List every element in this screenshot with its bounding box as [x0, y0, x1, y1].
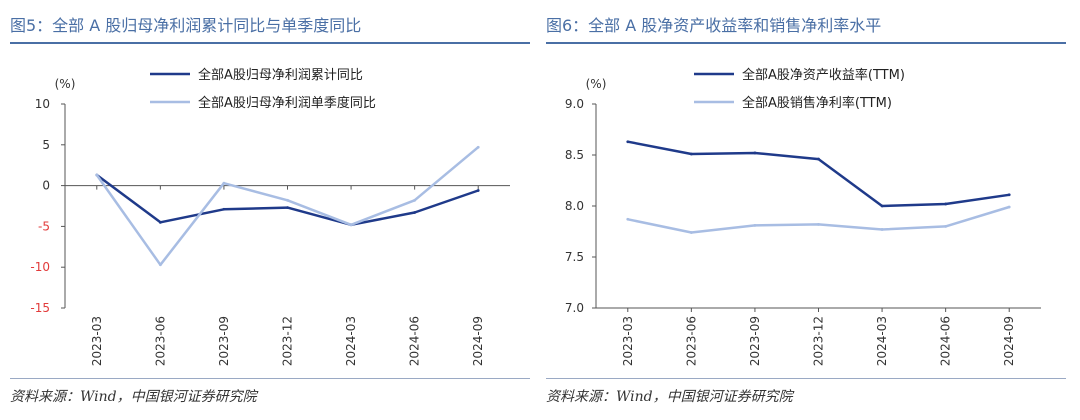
- right-series-2-point: [689, 231, 693, 234]
- left-series-1-point: [158, 220, 162, 224]
- left-y-tick-label: -15: [30, 301, 50, 315]
- left-series-2-point: [286, 198, 289, 202]
- right-x-tick-label: 2023-09: [748, 316, 762, 366]
- chart-title-right: 图6：全部 A 股净资产收益率和销售净利率水平: [546, 16, 882, 35]
- right-series-2-point: [880, 228, 884, 231]
- left-y-tick-label: 10: [35, 97, 50, 111]
- left-x-tick-label: 2024-03: [344, 316, 358, 366]
- left-y-tick-label: 5: [42, 138, 50, 152]
- right-x-tick-label: 2024-09: [1002, 316, 1016, 366]
- right-series-1-point: [626, 140, 630, 144]
- left-series-2-point: [222, 181, 226, 185]
- left-x-tick-label: 2024-06: [408, 316, 422, 366]
- right-y-tick-label: 9.0: [565, 97, 584, 111]
- right-series-2-point: [626, 217, 630, 221]
- left-y-tick-label: -5: [38, 219, 50, 233]
- right-x-tick-label: 2023-12: [812, 316, 826, 366]
- source-note-left: 资料来源：Wind，中国银河证券研究院: [10, 389, 257, 405]
- left-series-2-point: [349, 223, 353, 227]
- bottom-divider-right: [546, 378, 1066, 379]
- right-x-tick-label: 2024-03: [875, 316, 889, 366]
- left-y-tick-label: 0: [42, 179, 50, 193]
- chart-right: (%) 7.0 7.5 8.0 8.5 9.0 2023-03 2023-06 2023-09 2…: [565, 67, 1041, 366]
- left-unit-label: (%): [55, 77, 76, 91]
- left-series-1-point: [413, 211, 417, 214]
- right-series-2-point: [753, 223, 757, 227]
- right-series-1-point: [753, 151, 757, 155]
- bottom-divider-left: [10, 378, 530, 379]
- title-divider-left: [10, 42, 530, 44]
- right-series-1-point: [1007, 193, 1011, 197]
- right-x-tick-label: 2023-03: [621, 316, 635, 366]
- right-y-tick-label: 7.0: [565, 301, 584, 315]
- left-x-tick-label: 2023-12: [281, 316, 295, 366]
- left-y-tick-label: -10: [30, 260, 50, 274]
- right-x-tick-label: 2024-06: [939, 316, 953, 366]
- left-series-2-point: [158, 263, 162, 267]
- right-series-line-1: [627, 140, 1010, 208]
- chart-panel-right: 图6：全部 A 股净资产收益率和销售净利率水平 (%) 7.0 7.5 8.0 8.5 9…: [546, 0, 1066, 420]
- left-series-2-point: [95, 173, 99, 177]
- right-y-tick-label: 8.0: [565, 199, 584, 213]
- right-series-2-point: [1007, 205, 1011, 209]
- left-legend-label-2: 全部A股归母净利润单季度同比: [198, 95, 376, 111]
- left-series-2-point: [476, 145, 480, 149]
- right-series-line-2: [627, 205, 1010, 234]
- left-series-line-2: [95, 146, 480, 267]
- right-y-tick-label: 7.5: [565, 250, 584, 264]
- chart-panel-left: 图5：全部 A 股归母净利润累计同比与单季度同比 (%) -15 -10 -5 0 5 10…: [10, 0, 530, 420]
- right-series-2-point: [817, 222, 820, 226]
- left-series-2-point: [413, 198, 417, 202]
- right-series-1-point: [817, 157, 820, 161]
- left-series-1-point: [476, 189, 480, 192]
- source-note-right: 资料来源：Wind，中国银河证券研究院: [546, 389, 793, 405]
- left-legend-label-1: 全部A股归母净利润累计同比: [198, 67, 363, 83]
- left-x-tick-label: 2023-06: [153, 316, 167, 366]
- left-x-tick-label: 2024-09: [471, 316, 485, 366]
- left-series-1-point: [222, 207, 226, 211]
- right-legend-label-2: 全部A股销售净利率(TTM): [742, 95, 892, 111]
- left-x-tick-label: 2023-09: [217, 316, 231, 366]
- chart-title-left: 图5：全部 A 股归母净利润累计同比与单季度同比: [10, 16, 362, 35]
- right-series-1-point: [880, 204, 884, 208]
- left-series-1-point: [286, 206, 289, 210]
- left-x-tick-label: 2023-03: [90, 316, 104, 366]
- right-series-1-point: [944, 202, 948, 206]
- right-y-tick-label: 8.5: [565, 148, 584, 162]
- right-unit-label: (%): [586, 77, 607, 91]
- right-series-2-point: [944, 225, 948, 228]
- right-series-1-point: [689, 152, 693, 156]
- title-divider-right: [546, 42, 1066, 44]
- chart-left: (%) -15 -10 -5 0 5 10 2023-03 2023-06 2023-09 2023…: [30, 67, 510, 366]
- right-x-tick-label: 2023-06: [684, 316, 698, 366]
- right-legend-label-1: 全部A股净资产收益率(TTM): [742, 67, 905, 83]
